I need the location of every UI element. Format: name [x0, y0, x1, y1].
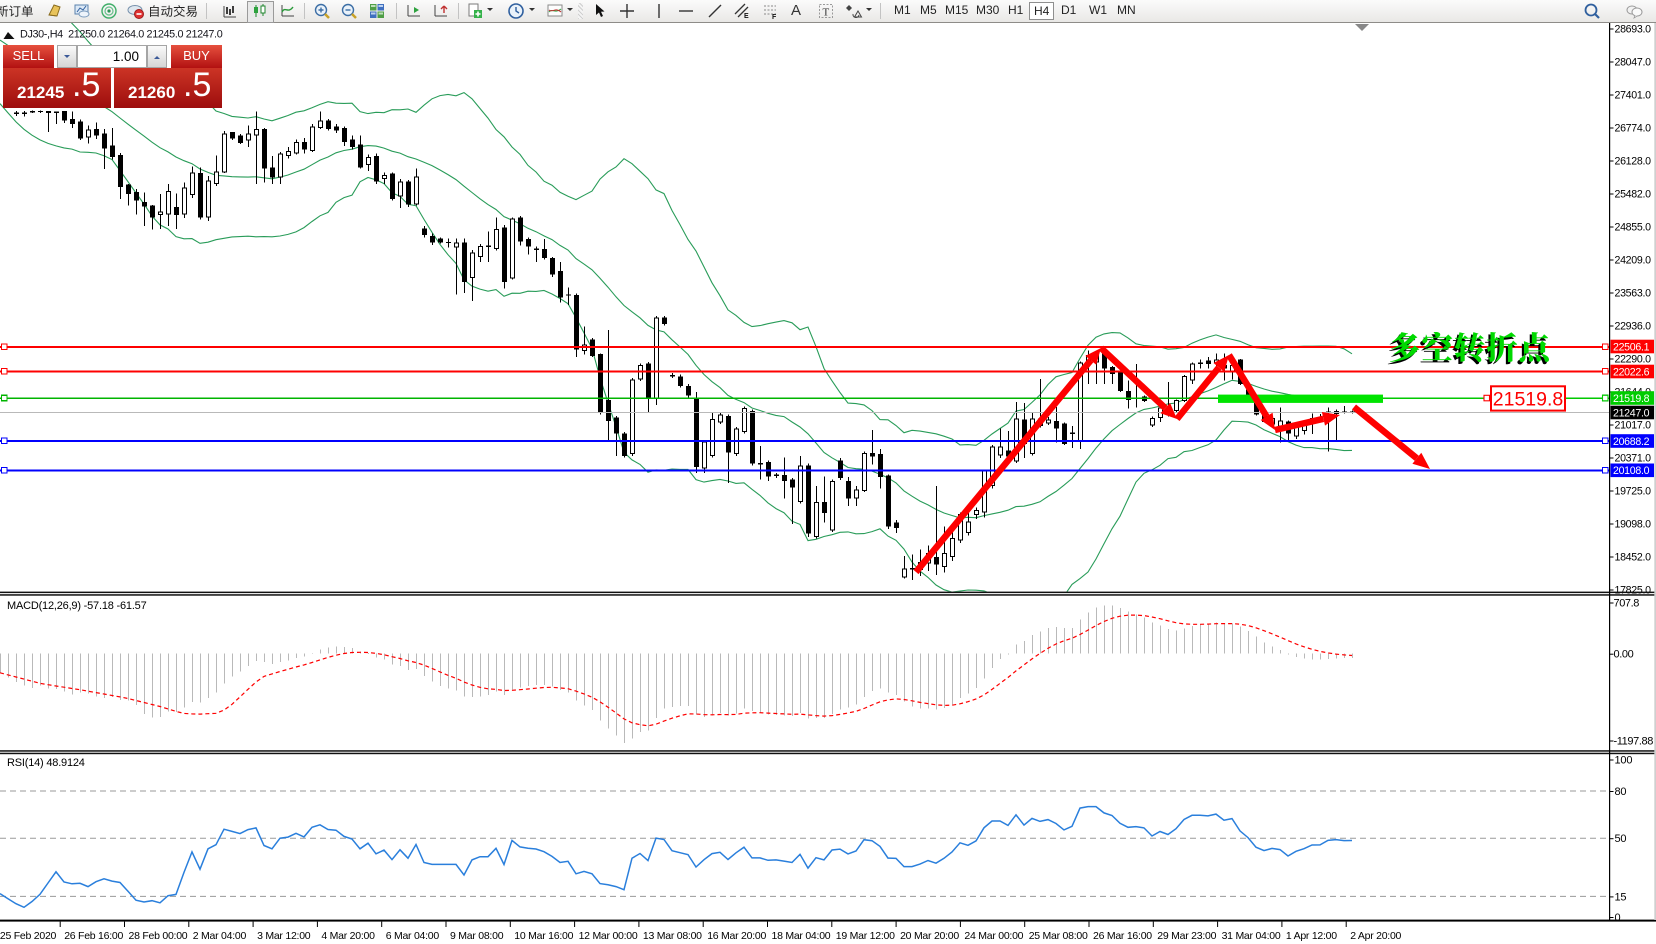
- svg-text:20108.0: 20108.0: [1613, 465, 1650, 477]
- svg-text:28693.0: 28693.0: [1615, 23, 1652, 35]
- svg-text:707.8: 707.8: [1614, 598, 1640, 610]
- svg-text:E: E: [744, 13, 749, 20]
- svg-text:DJ30-,H4 21250.0 21264.0 2124: DJ30-,H4 21250.0 21264.0 21245.0 21247.0: [20, 29, 223, 41]
- svg-text:24209.0: 24209.0: [1615, 254, 1652, 266]
- svg-text:21247.0: 21247.0: [1613, 407, 1650, 419]
- svg-text:16 Mar 20:00: 16 Mar 20:00: [707, 930, 766, 942]
- svg-text:25482.0: 25482.0: [1615, 188, 1652, 200]
- svg-text:18452.0: 18452.0: [1615, 551, 1652, 563]
- svg-text:24 Mar 00:00: 24 Mar 00:00: [964, 930, 1023, 942]
- svg-text:22936.0: 22936.0: [1615, 320, 1652, 332]
- svg-text:19098.0: 19098.0: [1615, 518, 1652, 530]
- svg-text:26774.0: 26774.0: [1615, 122, 1652, 134]
- svg-text:F: F: [772, 14, 777, 20]
- svg-text:100: 100: [1615, 755, 1633, 767]
- svg-text:1 Apr 12:00: 1 Apr 12:00: [1286, 930, 1337, 942]
- svg-text:22506.1: 22506.1: [1613, 341, 1650, 353]
- svg-text:0: 0: [1615, 912, 1621, 924]
- svg-text:-1197.88: -1197.88: [1614, 736, 1654, 748]
- svg-text:15: 15: [1615, 891, 1627, 903]
- svg-text:18 Mar 04:00: 18 Mar 04:00: [772, 930, 831, 942]
- svg-text:2 Mar 04:00: 2 Mar 04:00: [193, 930, 247, 942]
- svg-text:28047.0: 28047.0: [1615, 56, 1652, 68]
- svg-text:29 Mar 23:00: 29 Mar 23:00: [1157, 930, 1216, 942]
- svg-text:50: 50: [1615, 833, 1627, 845]
- svg-text:20 Mar 20:00: 20 Mar 20:00: [900, 930, 959, 942]
- svg-text:9 Mar 08:00: 9 Mar 08:00: [450, 930, 504, 942]
- svg-text:RSI(14) 48.9124: RSI(14) 48.9124: [7, 757, 85, 769]
- svg-text:12 Mar 00:00: 12 Mar 00:00: [579, 930, 638, 942]
- svg-text:3 Mar 12:00: 3 Mar 12:00: [257, 930, 311, 942]
- svg-text:26 Feb 16:00: 26 Feb 16:00: [64, 930, 123, 942]
- svg-text:25 Feb 2020: 25 Feb 2020: [0, 930, 57, 942]
- svg-text:13 Mar 08:00: 13 Mar 08:00: [643, 930, 702, 942]
- svg-text:26128.0: 26128.0: [1615, 155, 1652, 167]
- svg-text:25 Mar 08:00: 25 Mar 08:00: [1029, 930, 1088, 942]
- svg-text:10 Mar 16:00: 10 Mar 16:00: [514, 930, 573, 942]
- svg-text:22290.0: 22290.0: [1615, 353, 1652, 365]
- svg-text:28 Feb 00:00: 28 Feb 00:00: [129, 930, 188, 942]
- svg-text:2 Apr 20:00: 2 Apr 20:00: [1350, 930, 1401, 942]
- svg-text:80: 80: [1615, 786, 1627, 798]
- svg-text:22022.6: 22022.6: [1613, 366, 1650, 378]
- svg-text:19725.0: 19725.0: [1615, 485, 1652, 497]
- svg-text:27401.0: 27401.0: [1615, 89, 1652, 101]
- svg-text:0.00: 0.00: [1614, 649, 1634, 661]
- svg-text:21519.8: 21519.8: [1613, 393, 1650, 405]
- svg-text:21519.8: 21519.8: [1493, 389, 1564, 411]
- svg-text:21017.0: 21017.0: [1615, 419, 1652, 431]
- svg-text:23563.0: 23563.0: [1615, 287, 1652, 299]
- svg-text:31 Mar 04:00: 31 Mar 04:00: [1222, 930, 1281, 942]
- svg-text:17825.0: 17825.0: [1615, 584, 1652, 596]
- svg-text:MACD(12,26,9) -57.18 -61.57: MACD(12,26,9) -57.18 -61.57: [7, 600, 147, 612]
- svg-text:T: T: [823, 7, 830, 19]
- svg-text:24855.0: 24855.0: [1615, 221, 1652, 233]
- svg-text:19 Mar 12:00: 19 Mar 12:00: [836, 930, 895, 942]
- svg-text:4 Mar 20:00: 4 Mar 20:00: [321, 930, 375, 942]
- svg-text:20371.0: 20371.0: [1615, 452, 1652, 464]
- svg-text:6 Mar 04:00: 6 Mar 04:00: [386, 930, 440, 942]
- svg-text:26 Mar 16:00: 26 Mar 16:00: [1093, 930, 1152, 942]
- svg-text:20688.2: 20688.2: [1613, 436, 1650, 448]
